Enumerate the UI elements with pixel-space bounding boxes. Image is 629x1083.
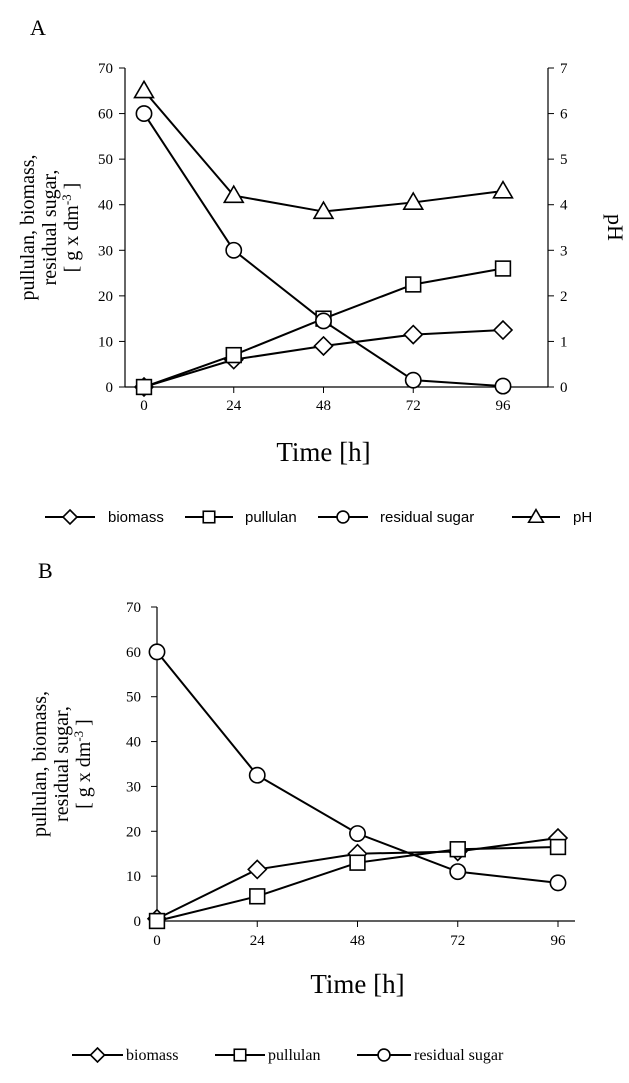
y2-tick-label: 7 xyxy=(560,61,568,77)
data-point-residual-sugar xyxy=(549,874,567,892)
legend-label-pullulan: pullulan xyxy=(268,1047,320,1064)
legend-label-pH: pH xyxy=(573,509,592,526)
data-point-residual-sugar xyxy=(349,825,366,842)
y-axis-label-line-3: [ g x dm-3 ] xyxy=(71,719,95,809)
legend-marker-biomass xyxy=(89,1046,106,1064)
x-tick-label: 24 xyxy=(250,933,266,949)
x-tick-label: 0 xyxy=(140,398,148,414)
data-point-pullulan xyxy=(494,260,512,277)
data-point-pH xyxy=(133,79,155,99)
y-tick-label: 70 xyxy=(98,61,113,77)
y2-tick-label: 5 xyxy=(560,152,568,168)
y2-tick-label: 1 xyxy=(560,334,568,350)
y2-tick-label: 4 xyxy=(560,198,568,214)
data-point-residual-sugar xyxy=(148,643,166,661)
y2-axis-label: pH xyxy=(603,214,628,241)
data-point-biomass xyxy=(313,335,334,357)
legend-label-pullulan: pullulan xyxy=(245,509,297,526)
x-tick-label: 48 xyxy=(316,398,331,414)
x-tick-label: 96 xyxy=(551,933,567,949)
y-tick-label: 20 xyxy=(98,289,113,305)
x-tick-label: 96 xyxy=(496,398,512,414)
legend-marker-residual-sugar xyxy=(377,1048,391,1062)
x-tick-label: 72 xyxy=(450,933,465,949)
y-tick-label: 50 xyxy=(126,690,141,706)
y2-tick-label: 3 xyxy=(560,243,568,259)
y-tick-label: 40 xyxy=(98,198,113,214)
y-axis-label-line-1: pullulan, biomass, xyxy=(29,691,51,837)
data-point-biomass xyxy=(403,324,424,345)
y-tick-label: 60 xyxy=(98,107,113,123)
data-point-pH xyxy=(402,191,425,210)
y-tick-label: 30 xyxy=(126,779,141,795)
data-point-pullulan xyxy=(549,838,567,856)
data-point-residual-sugar xyxy=(135,105,153,123)
y-tick-label: 0 xyxy=(106,380,114,396)
y-tick-label: 20 xyxy=(126,824,141,840)
legend-marker-pullulan xyxy=(202,510,216,524)
y-axis-label-line-2: residual sugar, xyxy=(51,706,73,822)
data-point-pH xyxy=(222,184,245,204)
y2-tick-label: 0 xyxy=(560,380,568,396)
data-point-pullulan xyxy=(449,841,466,858)
legend-marker-biomass xyxy=(61,508,79,526)
y-tick-label: 50 xyxy=(98,152,113,168)
legend-label-residual-sugar: residual sugar xyxy=(414,1047,504,1064)
data-point-biomass xyxy=(492,319,514,341)
legend: biomass pullulan residual sugar xyxy=(72,1046,504,1064)
data-point-residual-sugar xyxy=(449,863,467,881)
y-axis-label-line-1: pullulan, biomass, xyxy=(17,154,39,300)
legend-label-residual-sugar: residual sugar xyxy=(380,509,474,526)
data-point-pH xyxy=(492,180,514,199)
panel-label: A xyxy=(30,15,46,40)
x-axis-label: Time [h] xyxy=(310,969,404,999)
data-point-biomass xyxy=(247,859,268,880)
x-tick-label: 48 xyxy=(350,933,365,949)
data-point-pullulan xyxy=(405,276,422,293)
x-tick-label: 72 xyxy=(406,398,421,414)
chart-panel-b: B 0 10 20 30 40 50 60 70 0 24 48 72 96 Time [h] pullula… xyxy=(29,558,575,1064)
y-tick-label: 30 xyxy=(98,243,113,259)
y-axis-label: pullulan, biomass, residual sugar,[ g x d… xyxy=(17,154,83,300)
data-point-pullulan xyxy=(249,888,266,905)
y-tick-label: 40 xyxy=(126,735,141,751)
legend: biomass pullulan residual sugar pH xyxy=(45,508,592,526)
data-point-pullulan xyxy=(349,854,366,871)
data-point-residual-sugar xyxy=(315,312,332,330)
y-tick-label: 70 xyxy=(126,600,141,616)
y-axis-label: pullulan, biomass, residual sugar,[ g x d… xyxy=(29,691,95,837)
legend-marker-residual-sugar xyxy=(336,510,350,524)
legend-label-biomass: biomass xyxy=(108,509,164,526)
x-tick-label: 0 xyxy=(153,933,161,949)
data-point-pullulan xyxy=(135,378,153,396)
data-point-pullulan xyxy=(225,346,242,364)
y-tick-label: 0 xyxy=(134,914,142,930)
x-axis-label: Time [h] xyxy=(276,437,370,467)
y-axis-label-line-3: [ g x dm-3 ] xyxy=(59,183,83,273)
data-point-residual-sugar xyxy=(404,371,422,389)
legend-marker-pH xyxy=(527,508,545,524)
y2-tick-label: 2 xyxy=(560,289,568,305)
data-point-pH xyxy=(312,200,335,220)
y-tick-label: 60 xyxy=(126,645,141,661)
y2-tick-label: 6 xyxy=(560,107,568,123)
data-point-residual-sugar xyxy=(494,377,512,395)
data-point-residual-sugar xyxy=(248,766,266,784)
data-point-residual-sugar xyxy=(225,241,243,259)
panel-label: B xyxy=(38,558,53,583)
y-tick-label: 10 xyxy=(98,334,113,350)
x-tick-label: 24 xyxy=(226,398,242,414)
y-tick-label: 10 xyxy=(126,869,141,885)
data-point-pullulan xyxy=(148,912,166,930)
legend-marker-pullulan xyxy=(233,1048,247,1062)
series-line-pH xyxy=(143,90,504,213)
legend-label-biomass: biomass xyxy=(126,1047,178,1064)
y-axis-label-line-2: residual sugar, xyxy=(39,170,61,286)
